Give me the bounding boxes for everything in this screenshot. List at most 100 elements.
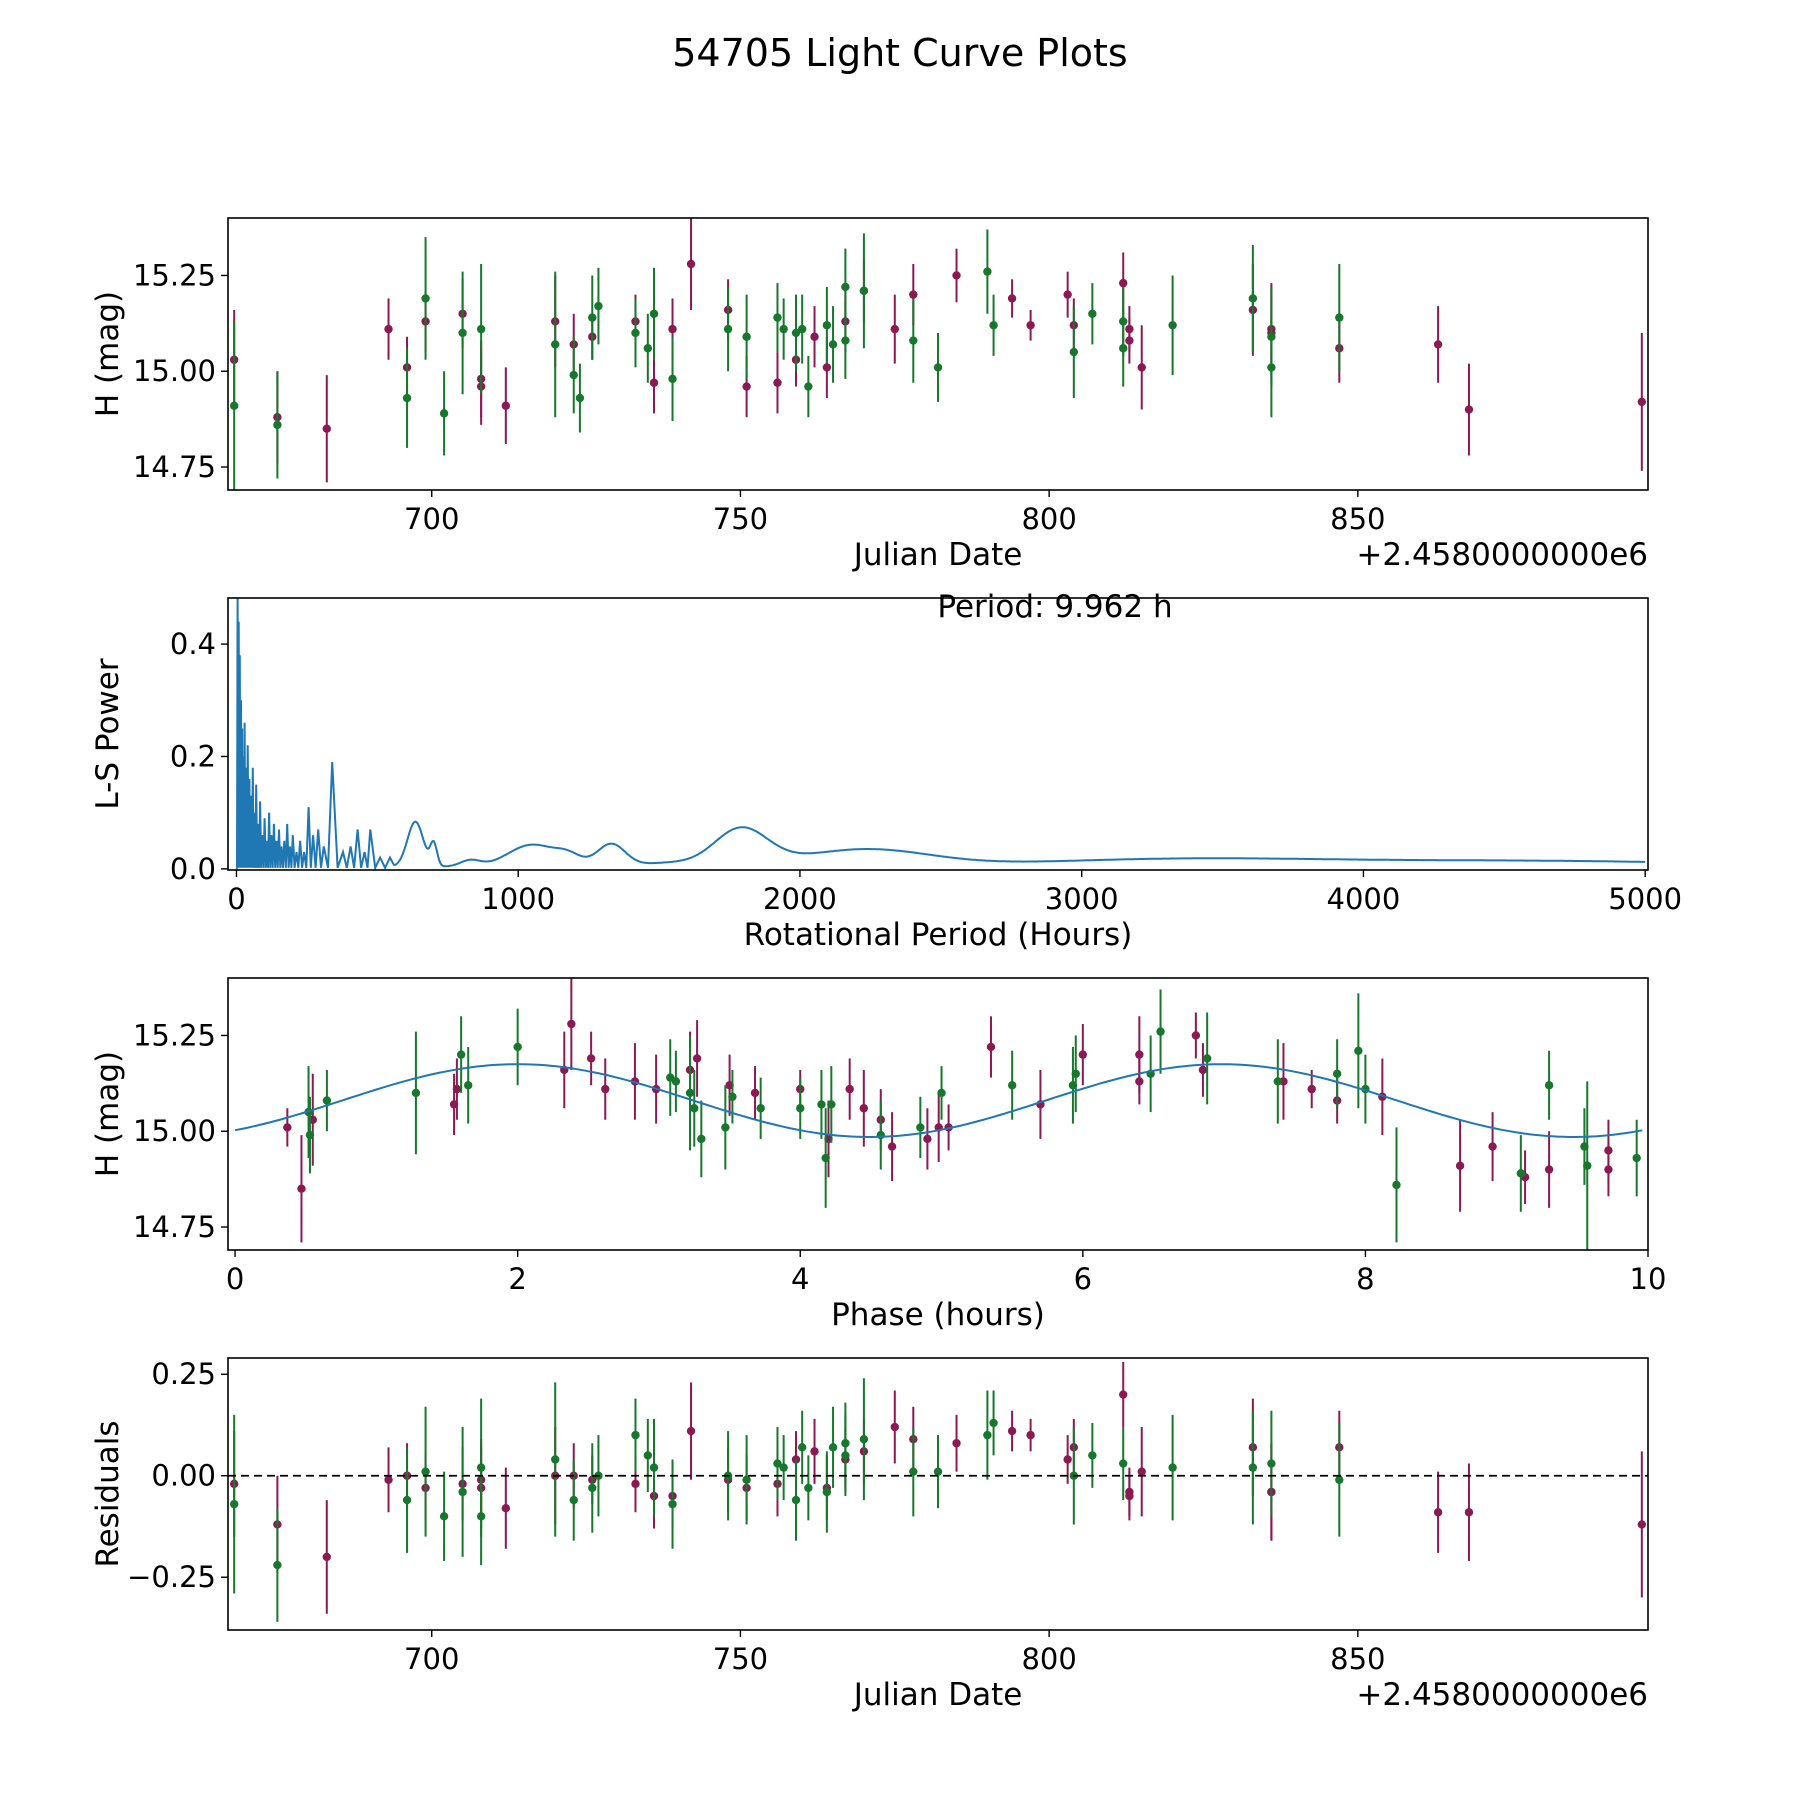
data-point [586, 1054, 596, 1063]
data-point [1119, 278, 1128, 288]
data-point [810, 332, 819, 341]
periodogram-spikes [235, 598, 396, 870]
data-point [692, 1054, 702, 1063]
data-point [1135, 1077, 1144, 1086]
y-axis-label: H (mag) [90, 1051, 126, 1177]
x-axis-label: Julian Date [852, 537, 1023, 573]
x-tick-label: 0 [226, 1262, 244, 1296]
data-point [1119, 344, 1128, 353]
data-point [1063, 1455, 1072, 1464]
y-axis-label: Residuals [90, 1420, 126, 1567]
data-point [1007, 1081, 1017, 1090]
data-point [909, 336, 918, 345]
data-point [828, 1443, 838, 1452]
y-tick-label: 15.00 [133, 1114, 216, 1148]
data-point [384, 1475, 393, 1484]
data-point [439, 409, 449, 418]
data-point [933, 1467, 943, 1476]
data-point [890, 1422, 899, 1432]
x-axis-label: Julian Date [852, 1677, 1023, 1713]
data-point [756, 1104, 765, 1113]
data-point [649, 1463, 659, 1472]
data-point [773, 313, 782, 322]
periodogram-line [393, 820, 1646, 868]
data-point [384, 324, 393, 334]
data-point [1119, 1459, 1128, 1468]
data-point [1307, 1084, 1316, 1094]
data-point [797, 1443, 807, 1452]
data-point [1125, 336, 1134, 345]
x-tick-label: 750 [713, 502, 768, 536]
data-point [575, 393, 585, 403]
data-point [804, 1483, 813, 1493]
data-point [551, 1455, 560, 1464]
data-point [671, 1077, 681, 1086]
data-point [887, 1142, 897, 1151]
data-point [1544, 1081, 1554, 1090]
data-point [686, 259, 696, 269]
y-axis-label: L-S Power [90, 658, 126, 809]
data-point [1637, 397, 1647, 407]
data-point [1088, 1451, 1097, 1460]
data-point [643, 344, 653, 353]
figure-title: 54705 Light Curve Plots [672, 31, 1127, 75]
y-axis-label: H (mag) [90, 291, 126, 417]
data-point [742, 382, 751, 391]
data-point [1168, 1463, 1177, 1472]
x-tick-label: 700 [404, 1642, 459, 1676]
data-point [697, 1134, 706, 1144]
data-point [796, 1104, 805, 1113]
data-point [845, 1084, 854, 1094]
x-offset-label: +2.4580000000e6 [1356, 1677, 1648, 1713]
data-point [476, 324, 486, 334]
x-axis-label: Phase (hours) [831, 1297, 1045, 1333]
data-point [1071, 1069, 1080, 1078]
data-point [797, 324, 807, 334]
data-point [779, 1463, 788, 1472]
data-point [1007, 1426, 1017, 1436]
data-point [1125, 1491, 1134, 1501]
x-tick-label: 4000 [1327, 882, 1401, 916]
data-point [501, 401, 511, 410]
data-point [791, 328, 801, 338]
plot-area [228, 1362, 1648, 1622]
data-point [322, 1552, 331, 1562]
data-point [1135, 1050, 1144, 1059]
data-point [986, 1042, 996, 1052]
x-tick-label: 800 [1021, 502, 1076, 536]
data-point [1332, 1069, 1342, 1078]
light-curve-panel: 700 750 800 850 14.75 15.00 15.25 Julian Date H … [90, 217, 1649, 573]
y-tick-label: −0.25 [127, 1560, 216, 1594]
data-point [1604, 1165, 1613, 1174]
axes-frame [227, 977, 1649, 1251]
data-point [1637, 1520, 1647, 1529]
axes-frame [227, 1357, 1649, 1631]
data-point [1248, 294, 1258, 303]
data-point [322, 424, 331, 433]
data-point [1078, 1050, 1088, 1059]
data-point [668, 374, 677, 384]
data-point [742, 1475, 751, 1484]
y-tick-label: 15.00 [133, 354, 216, 388]
data-point [890, 324, 899, 334]
data-point [859, 286, 869, 295]
data-point [989, 321, 998, 330]
data-point [983, 1430, 992, 1440]
data-point [458, 1487, 467, 1497]
x-tick-label: 850 [1330, 1642, 1385, 1676]
data-point [1063, 290, 1072, 299]
data-point [1464, 405, 1474, 414]
y-tick-label: 15.25 [133, 1018, 216, 1052]
x-tick-label: 2 [508, 1262, 526, 1296]
y-tick-label: 15.25 [133, 258, 216, 292]
x-axis-label: Rotational Period (Hours) [744, 917, 1133, 953]
data-point [229, 1499, 239, 1509]
x-tick-label: 800 [1021, 1642, 1076, 1676]
data-point [916, 1123, 925, 1132]
data-point [1516, 1169, 1526, 1178]
data-point [742, 332, 751, 341]
period-annotation: Period: 9.962 h [937, 589, 1172, 625]
x-tick-label: 0 [227, 882, 245, 916]
data-point [476, 1512, 486, 1521]
